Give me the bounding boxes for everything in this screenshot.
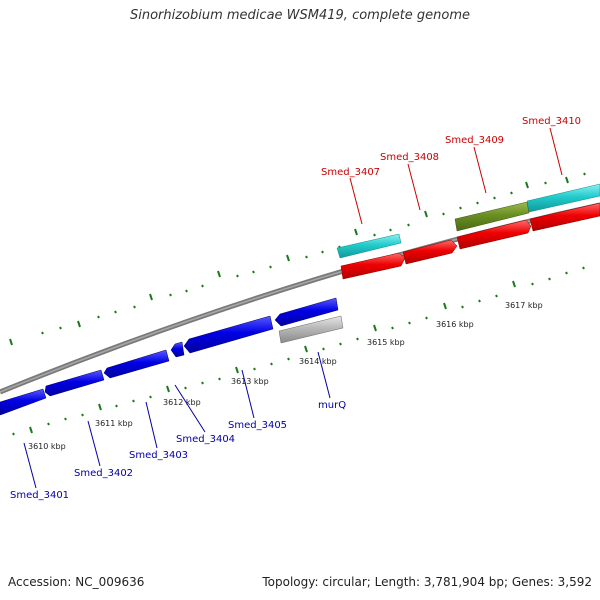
gene-label[interactable]: Smed_3405 [228,420,287,431]
gene-label[interactable]: Smed_3408 [380,152,439,163]
rna-feature[interactable] [336,233,402,259]
cds-feature-reverse[interactable] [44,369,105,397]
kbp-labels: 3610 kbp 3611 kbp 3612 kbp 3613 kbp 3614… [28,301,543,451]
map-title: Sinorhizobium medicae WSM419, complete g… [129,8,471,23]
kbp-label: 3611 kbp [95,419,133,428]
forward-strand-features [336,183,600,280]
gene-label[interactable]: murQ [318,400,346,411]
other-feature[interactable] [454,201,530,232]
cds-feature-reverse[interactable] [274,297,339,327]
top-tick-scale [9,172,586,346]
reverse-strand-features [0,297,344,416]
cds-feature-reverse[interactable] [0,388,47,416]
gene-label[interactable]: Smed_3404 [176,434,235,445]
bottom-tick-scale [12,266,585,436]
gene-label[interactable]: Smed_3401 [10,490,69,501]
kbp-label: 3612 kbp [163,398,201,407]
kbp-label: 3616 kbp [436,320,474,329]
kbp-label: 3613 kbp [231,377,269,386]
cds-feature-reverse[interactable] [170,341,185,358]
kbp-label: 3615 kbp [367,338,405,347]
kbp-label: 3614 kbp [299,357,337,366]
bottom-label-connectors [23,351,331,489]
bottom-gene-labels: Smed_3401 Smed_3402 Smed_3403 Smed_3404 … [10,400,346,501]
cds-feature-forward[interactable] [340,252,406,280]
gene-label[interactable]: Smed_3407 [321,167,380,178]
cds-feature-reverse[interactable] [183,315,274,354]
gene-label[interactable]: Smed_3409 [445,135,504,146]
genome-summary-text: Topology: circular; Length: 3,781,904 bp… [262,575,592,589]
pseudo-feature[interactable] [278,315,344,344]
cds-feature-forward[interactable] [402,239,458,265]
cds-feature-reverse[interactable] [103,349,170,379]
cds-feature-forward[interactable] [529,202,600,232]
top-gene-labels: Smed_3407 Smed_3408 Smed_3409 Smed_3410 [321,116,581,178]
top-label-connectors [349,127,563,225]
kbp-label: 3610 kbp [28,442,66,451]
kbp-label: 3617 kbp [505,301,543,310]
cds-feature-forward[interactable] [456,219,532,250]
gene-label[interactable]: Smed_3410 [522,116,581,127]
gene-label[interactable]: Smed_3402 [74,468,133,479]
gene-label[interactable]: Smed_3403 [129,450,188,461]
accession-text: Accession: NC_009636 [8,575,145,589]
